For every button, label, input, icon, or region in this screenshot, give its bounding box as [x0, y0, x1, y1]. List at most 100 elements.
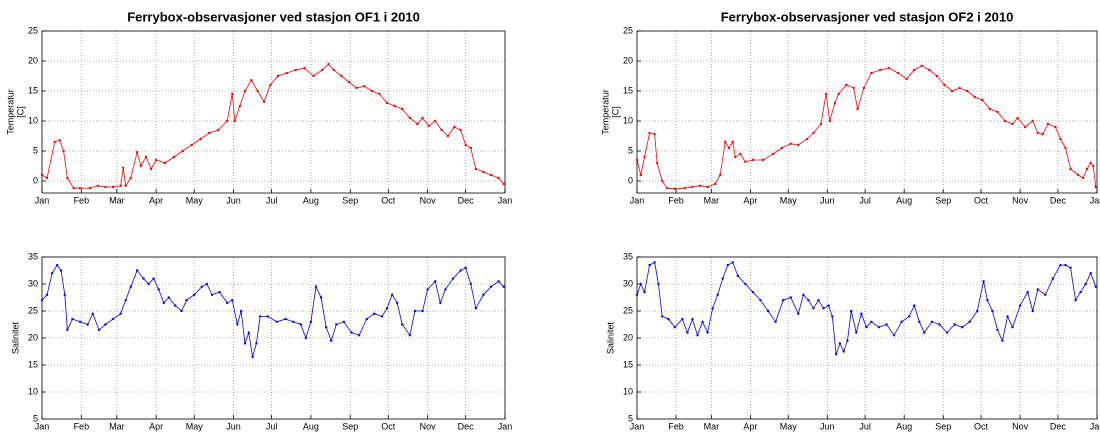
y-tick-label: 30: [623, 278, 633, 288]
x-tick-label: Jul: [859, 195, 871, 205]
data-point: [736, 274, 740, 278]
data-point: [973, 95, 976, 99]
data-point: [879, 68, 882, 72]
data-point: [104, 323, 107, 326]
x-tick-label: Jun: [226, 421, 241, 431]
data-point: [920, 64, 924, 68]
x-tick-label: Oct: [974, 195, 989, 205]
data-point: [1041, 133, 1045, 136]
data-point: [706, 331, 709, 334]
data-point: [129, 176, 132, 180]
data-point: [172, 155, 176, 159]
data-point: [502, 182, 505, 186]
data-point: [1069, 266, 1072, 269]
x-tick-label: Jan: [1090, 421, 1100, 431]
data-point: [908, 315, 911, 318]
data-point: [251, 355, 254, 359]
x-tick-label: Jan: [35, 195, 50, 205]
x-tick-label: Dec: [458, 195, 475, 205]
data-point: [789, 142, 792, 145]
data-point: [877, 326, 881, 329]
x-tick-label: Aug: [303, 195, 319, 205]
data-point: [173, 304, 177, 307]
data-point: [1059, 263, 1062, 267]
data-point: [335, 323, 338, 326]
data-point: [124, 299, 127, 302]
data-point: [104, 185, 107, 189]
data-point: [802, 293, 805, 296]
data-point: [40, 299, 44, 302]
y-tick-label: 20: [623, 332, 633, 342]
x-tick-label: Feb: [74, 195, 90, 205]
data-point: [653, 261, 656, 264]
data-point: [1031, 119, 1034, 123]
data-point: [918, 320, 921, 323]
data-point: [489, 173, 493, 177]
data-point: [1064, 146, 1067, 150]
y-tick-label: 15: [623, 85, 633, 95]
x-tick-label: Feb: [668, 195, 684, 205]
data-point: [1069, 167, 1072, 171]
data-point: [459, 269, 462, 272]
data-point: [303, 67, 306, 70]
y-tick-label: 10: [623, 386, 633, 396]
data-point: [266, 315, 269, 318]
data-point: [718, 173, 722, 177]
plot-area: [42, 31, 505, 193]
data-point: [822, 307, 825, 310]
x-tick-label: Nov: [1012, 195, 1029, 205]
data-point: [119, 184, 122, 187]
data-point: [726, 263, 729, 267]
data-point: [981, 98, 984, 102]
data-point: [1092, 164, 1095, 168]
data-point: [464, 143, 467, 147]
data-point: [385, 307, 389, 310]
data-point: [943, 83, 946, 87]
y-tick-label: 25: [623, 305, 633, 315]
data-point: [89, 187, 92, 190]
data-point: [239, 309, 243, 313]
data-point: [147, 282, 150, 286]
data-point: [474, 307, 478, 310]
axes-frame: [636, 256, 1098, 420]
y-axis-label: Salinitet: [605, 321, 615, 354]
data-point: [812, 131, 815, 135]
data-point: [236, 323, 239, 326]
data-point: [683, 187, 687, 190]
data-point: [766, 309, 770, 313]
data-point: [774, 320, 777, 323]
data-point: [56, 263, 59, 267]
data-point: [413, 309, 417, 313]
data-point: [275, 320, 278, 323]
data-point: [896, 71, 900, 75]
data-point: [72, 187, 75, 190]
data-point: [655, 161, 659, 165]
data-point: [976, 309, 979, 313]
x-tick-label: Jun: [820, 421, 835, 431]
data-point: [342, 320, 346, 323]
data-point: [226, 119, 229, 123]
data-point: [154, 158, 158, 162]
data-point: [982, 280, 985, 283]
data-point: [66, 328, 69, 332]
data-point: [860, 312, 863, 315]
data-point: [744, 160, 747, 163]
data-point: [870, 320, 873, 323]
data-point: [1076, 173, 1080, 177]
data-point: [193, 293, 196, 296]
data-point: [905, 77, 908, 81]
data-point: [321, 68, 324, 72]
y-axis-label: Temperatur: [600, 89, 610, 135]
data-point: [771, 152, 775, 156]
x-tick-label: Jan: [498, 421, 513, 431]
data-point: [446, 134, 450, 138]
data-point: [691, 317, 694, 321]
data-point: [243, 342, 247, 345]
data-point: [1001, 339, 1004, 342]
data-point: [673, 326, 677, 329]
data-point: [996, 328, 999, 332]
data-point: [416, 122, 419, 126]
data-point: [434, 119, 437, 123]
data-point: [408, 334, 412, 337]
x-tick-label: Nov: [420, 421, 437, 431]
